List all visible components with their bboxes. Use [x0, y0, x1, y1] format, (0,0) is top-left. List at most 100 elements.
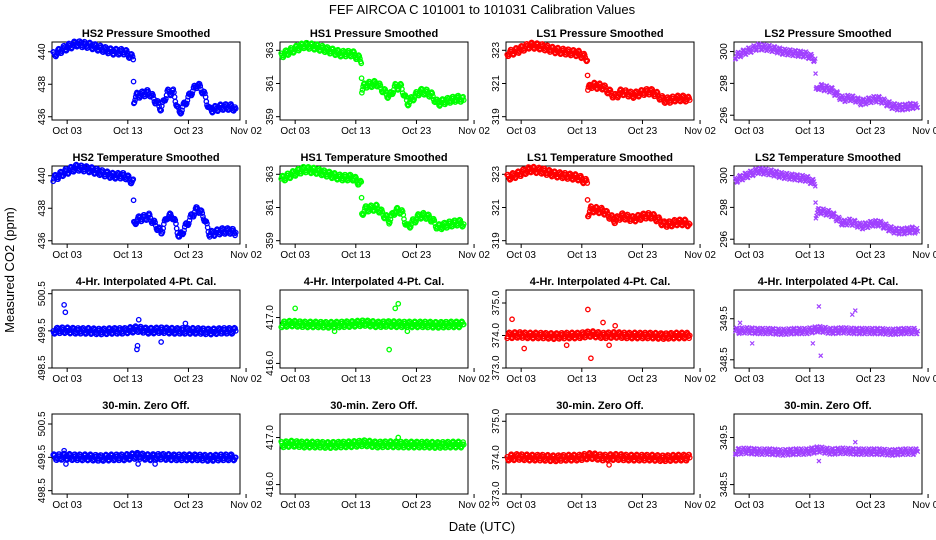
- data-point: [686, 97, 693, 103]
- x-tick-label: Oct 13: [113, 500, 143, 511]
- figure-title: FEF AIRCOA C 101001 to 101031 Calibratio…: [329, 2, 636, 17]
- data-point: [159, 229, 166, 235]
- data-point: [189, 88, 196, 94]
- x-tick-label: Oct 23: [402, 126, 432, 137]
- panel-title: 30-min. Zero Off.: [330, 400, 417, 412]
- y-tick-label: 374.0: [491, 323, 502, 348]
- data-point: [407, 223, 414, 230]
- outlier-point: [606, 462, 612, 468]
- y-tick-label: 500.5: [37, 411, 48, 436]
- x-tick-label: Oct 23: [402, 250, 432, 261]
- panel-title: 4-Hr. Interpolated 4-Pt. Cal.: [530, 276, 671, 288]
- x-tick-label: Oct 23: [856, 126, 886, 137]
- data-point: [460, 93, 466, 100]
- y-tick-label: 363: [265, 166, 276, 183]
- y-tick-label: 319: [491, 232, 502, 249]
- data-point: [915, 449, 921, 455]
- outlier-point: [818, 353, 824, 359]
- data-point: [686, 454, 693, 461]
- outlier-point: [585, 306, 591, 313]
- data-point: [651, 211, 658, 218]
- data-point: [232, 232, 238, 239]
- plot-frame: [51, 165, 241, 245]
- outlier-point: [395, 434, 402, 441]
- panel-title: HS1 Temperature Smoothed: [300, 152, 447, 164]
- x-tick-label: Oct 13: [567, 250, 597, 261]
- data-point: [460, 439, 466, 445]
- data-point: [584, 57, 591, 64]
- outlier-point: [152, 461, 158, 467]
- data-point: [581, 52, 588, 58]
- x-tick-label: Oct 23: [628, 250, 658, 261]
- data-point: [682, 217, 689, 224]
- data-point: [191, 212, 198, 218]
- outlier-point: [158, 339, 165, 345]
- data-point: [460, 97, 467, 103]
- y-tick-label: 323: [491, 166, 502, 183]
- panel-title: 30-min. Zero Off.: [556, 400, 643, 412]
- data-point: [170, 86, 177, 93]
- x-tick-label: Oct 23: [174, 250, 204, 261]
- data-point: [460, 221, 467, 227]
- plot-frame: [505, 413, 695, 495]
- x-tick-label: Oct 03: [52, 126, 82, 137]
- y-tick-label: 438: [37, 199, 48, 216]
- data-point: [131, 99, 138, 106]
- data-point: [411, 96, 417, 103]
- data-point: [460, 321, 467, 328]
- x-tick-label: Nov 02: [912, 500, 936, 511]
- outlier-point: [61, 302, 67, 308]
- outlier-point: [395, 300, 402, 307]
- x-tick-label: Nov 02: [458, 250, 490, 261]
- x-tick-label: Oct 03: [280, 374, 310, 385]
- data-point: [163, 95, 169, 102]
- y-tick-label: 323: [491, 42, 502, 59]
- plot-frame: [505, 165, 695, 245]
- data-point: [179, 107, 185, 114]
- y-tick-label: 300: [719, 43, 730, 60]
- outlier-point: [810, 340, 816, 346]
- x-tick-label: Oct 23: [174, 374, 204, 385]
- x-tick-label: Nov 02: [458, 500, 490, 511]
- x-tick-label: Oct 03: [506, 126, 536, 137]
- panel-title: HS2 Temperature Smoothed: [72, 152, 219, 164]
- x-tick-label: Nov 02: [912, 126, 936, 137]
- data-point: [813, 71, 818, 76]
- x-tick-label: Oct 23: [402, 500, 432, 511]
- plot-frame: [279, 413, 469, 495]
- data-point: [173, 225, 180, 232]
- y-tick-label: 296: [719, 106, 730, 123]
- data-point: [812, 56, 818, 62]
- panel-title: 30-min. Zero Off.: [102, 400, 189, 412]
- outlier-point: [61, 447, 67, 454]
- x-tick-label: Oct 13: [341, 126, 371, 137]
- outlier-point: [588, 355, 594, 362]
- plot-frame: [733, 413, 923, 495]
- outlier-point: [816, 303, 822, 309]
- x-tick-label: Oct 23: [174, 500, 204, 511]
- data-point: [379, 208, 386, 215]
- data-point: [813, 200, 818, 205]
- data-point: [197, 83, 204, 89]
- y-tick-label: 436: [37, 232, 48, 249]
- y-tick-label: 500.5: [37, 281, 48, 306]
- outlier-point: [521, 345, 528, 352]
- y-tick-label: 321: [491, 199, 502, 216]
- y-tick-label: 349.5: [719, 425, 730, 450]
- x-tick-label: Nov 02: [684, 250, 716, 261]
- x-tick-label: Nov 02: [230, 126, 262, 137]
- panel-title: HS2 Pressure Smoothed: [82, 28, 210, 40]
- y-tick-label: 298: [719, 75, 730, 92]
- plot-frame: [733, 165, 923, 245]
- outlier-point: [563, 342, 570, 349]
- data-point: [612, 220, 619, 226]
- y-tick-label: 296: [719, 230, 730, 247]
